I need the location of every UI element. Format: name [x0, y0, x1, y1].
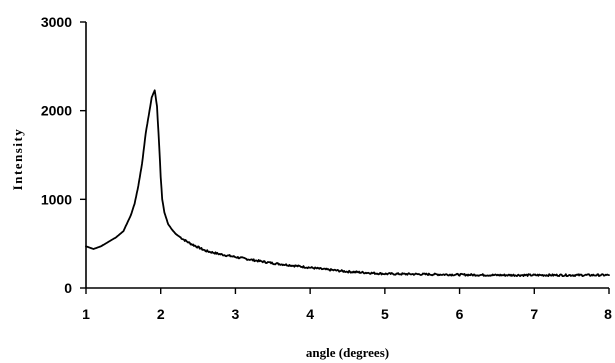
y-tick-label: 1000 — [41, 191, 72, 207]
x-tick-label: 6 — [456, 306, 464, 322]
x-tick-label: 4 — [306, 306, 314, 322]
y-tick-label: 0 — [64, 280, 72, 296]
x-tick-label: 2 — [157, 306, 165, 322]
y-axis-ticks: 0 1000 2000 3000 — [41, 14, 86, 296]
x-tick-label: 5 — [381, 306, 389, 322]
x-axis-ticks: 1 2 3 4 5 6 7 8 — [82, 288, 612, 322]
y-axis-title: Intensity — [10, 128, 25, 191]
x-axis-title: angle (degrees) — [306, 345, 389, 360]
x-tick-label: 1 — [82, 306, 90, 322]
y-tick-label: 3000 — [41, 14, 72, 30]
x-tick-label: 3 — [232, 306, 240, 322]
y-tick-label: 2000 — [41, 103, 72, 119]
x-tick-label: 7 — [530, 306, 538, 322]
intensity-series-line — [85, 89, 610, 277]
x-tick-label: 8 — [604, 306, 612, 322]
